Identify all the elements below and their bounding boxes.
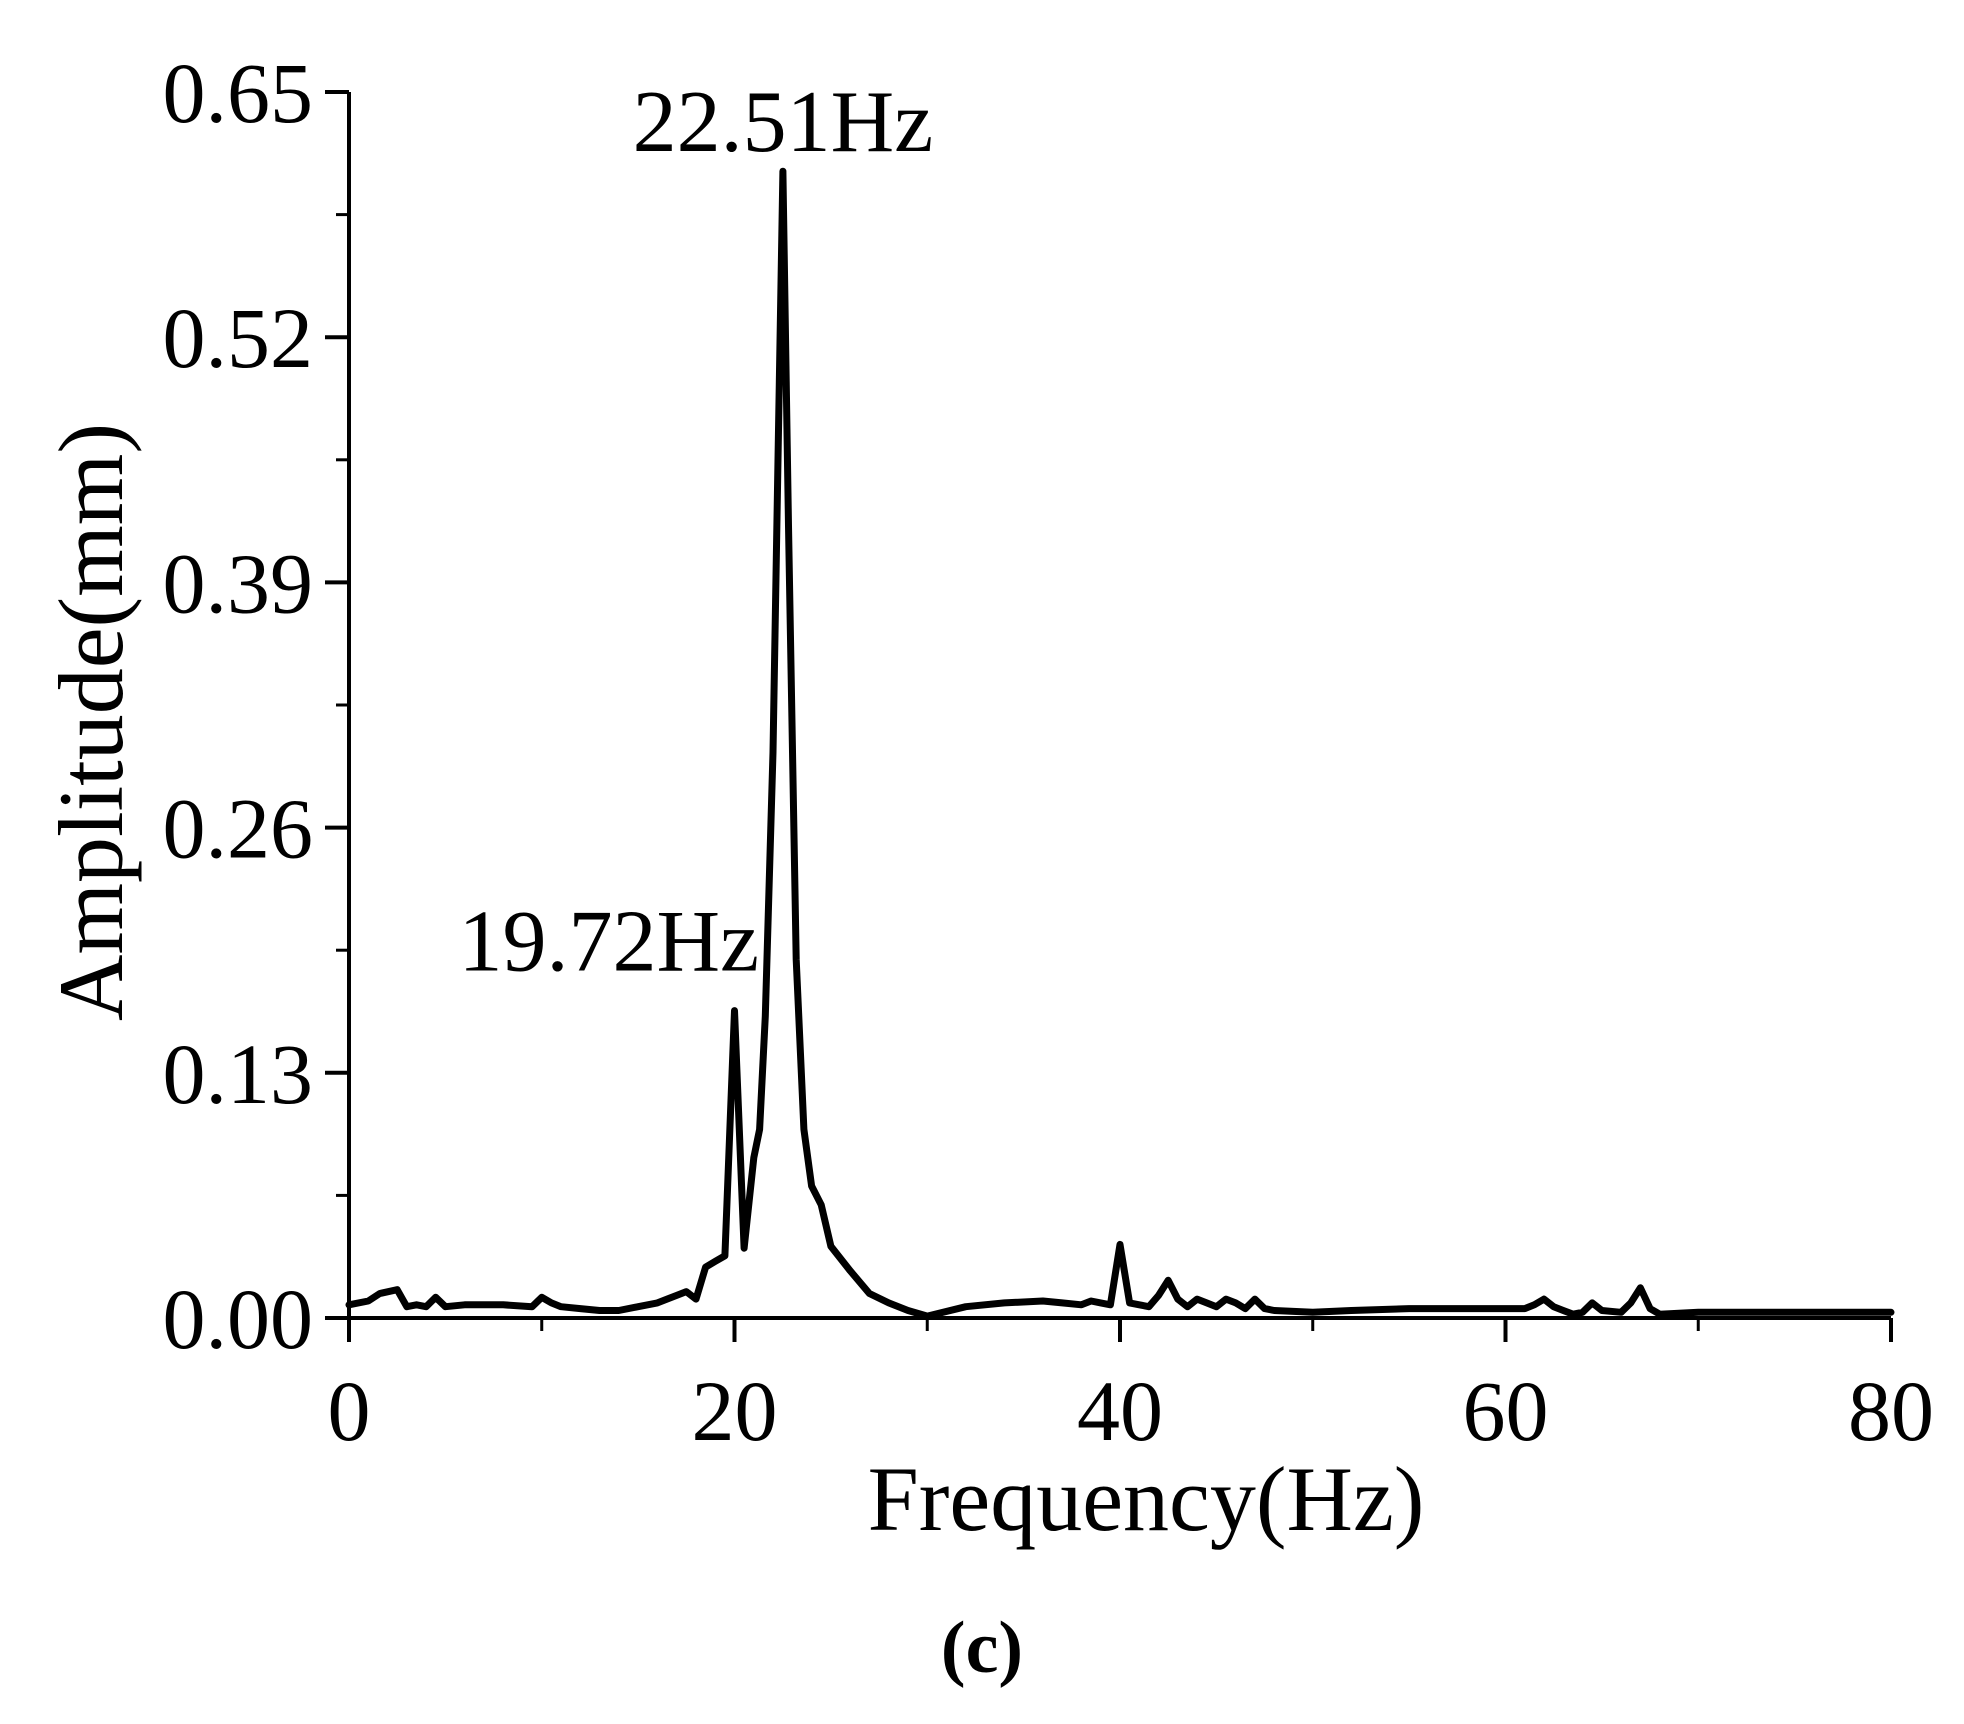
y-ticks: 0.00 0.13 0.26 0.39 0.52 0.65: [163, 45, 349, 1367]
peak-annotation: 19.72Hz: [458, 894, 759, 991]
y-tick-label: 0.13: [163, 1026, 314, 1122]
axes: [347, 92, 1891, 1320]
x-axis-title: Frequency(Hz): [868, 1448, 1425, 1550]
y-axis-title: Amplitude(mm): [40, 423, 142, 1021]
x-tick-label: 40: [1077, 1363, 1163, 1459]
peak-annotation: 22.51Hz: [633, 74, 934, 171]
x-tick-label: 80: [1848, 1363, 1934, 1459]
x-ticks: 0 20 40 60 80: [328, 1318, 1934, 1459]
x-tick-label: 60: [1463, 1363, 1549, 1459]
y-tick-label: 0.00: [163, 1271, 314, 1367]
y-tick-label: 0.65: [163, 45, 314, 141]
y-tick-label: 0.52: [163, 290, 314, 386]
y-tick-label: 0.39: [163, 535, 314, 631]
panel-label: (c): [941, 1607, 1023, 1689]
y-tick-label: 0.26: [163, 781, 314, 877]
plot-area: [345, 167, 1895, 1320]
x-tick-label: 20: [692, 1363, 778, 1459]
annotations: 22.51Hz 19.72Hz: [458, 74, 933, 990]
x-tick-label: 0: [328, 1363, 371, 1459]
series-line: [345, 167, 1895, 1320]
